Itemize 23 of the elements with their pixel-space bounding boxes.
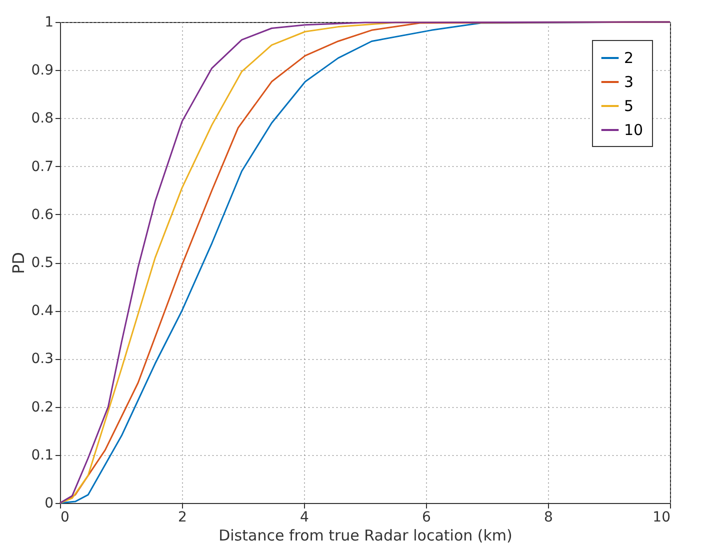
y-tick-label: 0.7 <box>31 158 54 175</box>
x-tick-label: 0 <box>60 510 70 526</box>
y-tick-label: 0.1 <box>31 447 54 464</box>
y-tick-label: 0.4 <box>31 303 54 320</box>
y-tick-label: 0.3 <box>31 351 54 368</box>
y-tick-label: 0.8 <box>31 110 54 127</box>
y-tick-label: 0 <box>44 496 54 512</box>
y-tick-label: 0.5 <box>31 255 54 271</box>
legend-label: 2 <box>624 49 634 67</box>
x-tick-label: 2 <box>178 510 187 526</box>
y-tick-label: 0.9 <box>31 62 54 79</box>
x-tick-label: 4 <box>300 510 310 526</box>
y-tick-label: 0.6 <box>31 206 54 223</box>
y-axis-title: PD <box>9 252 28 274</box>
x-tick-label: 10 <box>652 510 670 526</box>
y-tick-label: 0.2 <box>31 399 54 416</box>
legend-label: 10 <box>624 121 644 139</box>
x-axis-title: Distance from true Radar location (km) <box>218 526 512 544</box>
legend-label: 3 <box>624 73 634 91</box>
x-tick-label: 6 <box>422 510 432 526</box>
x-tick-label: 8 <box>544 510 553 526</box>
y-tick-label: 1 <box>44 14 54 30</box>
legend-label: 5 <box>624 97 634 115</box>
